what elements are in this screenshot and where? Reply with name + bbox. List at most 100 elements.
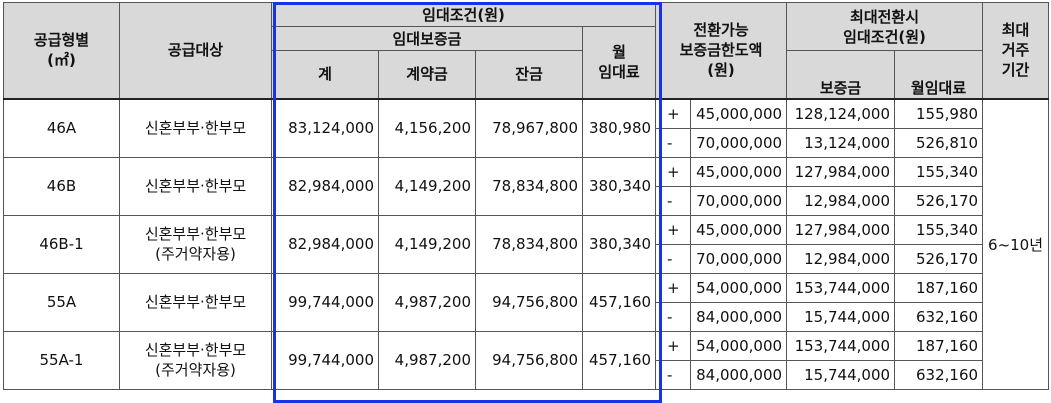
cell-max-monthly: 155,340 [894,214,984,245]
cell-target-main: 신혼부부·한부모 [144,119,247,137]
cell-sign-minus: - [655,185,692,216]
cell-convertible-limit: 70,000,000 [690,127,788,158]
cell-sign-plus: + [655,330,692,361]
header-convertible-line1: 전환가능 [693,21,749,40]
cell-balance: 94,756,800 [475,330,583,390]
cell-convertible-limit: 70,000,000 [690,243,788,274]
header-supply-unit: (㎡) [47,51,76,70]
cell-convertible-limit: 70,000,000 [690,185,788,216]
cell-target-note: (주거약자용) [155,361,236,379]
cell-target-main: 신혼부부·한부모 [144,341,247,359]
cell-max-deposit: 153,744,000 [786,272,896,303]
header-max-monthly: 월임대료 [894,50,984,99]
table-header: 공급형별 (㎡) 공급대상 임대조건(원) 전환가능 보증금한도액 (원) 최대… [3,2,1050,99]
cell-convertible-limit: 45,000,000 [690,156,788,187]
cell-supply-type: 46B [3,156,120,216]
cell-target-main: 신혼부부·한부모 [144,293,247,311]
cell-convertible-limit: 45,000,000 [690,97,788,129]
header-monthly-rent-line1: 월 [612,43,626,62]
header-balance: 잔금 [475,50,583,99]
header-convertible-line3: (원) [707,61,735,80]
table-row: 46B-1 신혼부부·한부모 (주거약자용) 82,984,000 4,149,… [3,214,1049,274]
header-total: 계 [271,50,379,99]
cell-deposit-total: 82,984,000 [271,156,379,216]
cell-balance: 94,756,800 [475,272,583,332]
cell-supply-target: 신혼부부·한부모 (주거약자용) [119,330,272,390]
cell-deposit-total: 99,744,000 [271,330,379,390]
cell-max-deposit: 12,984,000 [786,243,896,274]
header-rent-conditions: 임대조건(원) [270,2,657,27]
cell-convertible-limit: 84,000,000 [690,301,788,332]
header-convertible-line2: 보증금한도액 [679,41,763,60]
table-row: 46B 신혼부부·한부모 82,984,000 4,149,200 78,834… [3,156,1049,216]
cell-max-deposit: 15,744,000 [786,301,896,332]
cell-convertible-limit: 45,000,000 [690,214,788,245]
cell-max-monthly: 632,160 [894,301,984,332]
cell-max-deposit: 128,124,000 [786,97,896,129]
cell-supply-type: 46A [3,97,120,158]
header-supply-type: 공급형별 (㎡) [3,2,120,99]
cell-monthly-rent: 457,160 [581,330,657,390]
header-residence-line1: 최대 [1001,21,1030,40]
cell-target-main: 신혼부부·한부모 [144,225,247,243]
cell-supply-type: 46B-1 [3,214,120,274]
header-residence-period: 최대 거주 기간 [982,2,1050,99]
cell-contract-fee: 4,149,200 [378,156,476,216]
cell-monthly-rent: 380,340 [581,214,657,274]
cell-max-monthly: 155,340 [894,156,984,187]
cell-monthly-rent: 380,340 [581,156,657,216]
cell-max-monthly: 187,160 [894,272,984,303]
cell-deposit-total: 82,984,000 [271,214,379,274]
header-max-conversion-line2: 임대조건(원) [843,27,926,46]
cell-supply-target: 신혼부부·한부모 [119,156,272,216]
cell-sign-minus: - [655,359,692,390]
cell-supply-target: 신혼부부·한부모 [119,272,272,332]
cell-sign-plus: + [655,97,692,129]
cell-max-monthly: 526,810 [894,127,984,158]
cell-sign-plus: + [655,156,692,187]
cell-sign-plus: + [655,272,692,303]
cell-supply-type: 55A [3,272,120,332]
header-contract-fee: 계약금 [378,50,476,99]
cell-max-monthly: 526,170 [894,243,984,274]
cell-contract-fee: 4,149,200 [378,214,476,274]
cell-deposit-total: 83,124,000 [271,97,379,158]
cell-max-deposit: 15,744,000 [786,359,896,390]
cell-monthly-rent: 457,160 [581,272,657,332]
header-residence-line2: 거주 [1001,41,1030,60]
cell-sign-minus: - [655,301,692,332]
cell-max-deposit: 12,984,000 [786,185,896,216]
cell-contract-fee: 4,156,200 [378,97,476,158]
header-max-deposit: 보증금 [786,50,896,99]
header-rent-deposit: 임대보증금 [271,26,583,51]
table-row: 55A-1 신혼부부·한부모 (주거약자용) 99,744,000 4,987,… [3,330,1049,390]
cell-max-monthly: 187,160 [894,330,984,361]
cell-balance: 78,834,800 [475,156,583,216]
cell-deposit-total: 99,744,000 [271,272,379,332]
cell-monthly-rent: 380,980 [581,97,657,158]
cell-max-monthly: 526,170 [894,185,984,216]
cell-max-deposit: 127,984,000 [786,214,896,245]
cell-supply-target: 신혼부부·한부모 [119,97,272,158]
header-residence-line3: 기간 [1001,61,1030,80]
table-body: 46A 신혼부부·한부모 83,124,000 4,156,200 78,967… [3,97,1050,390]
table-row: 55A 신혼부부·한부모 99,744,000 4,987,200 94,756… [3,272,1049,332]
cell-convertible-limit: 54,000,000 [690,330,788,361]
table-row: 46A 신혼부부·한부모 83,124,000 4,156,200 78,967… [3,97,1050,390]
table-row: - 84,000,000 15,744,000 632,160 [4,359,1049,390]
header-convertible-limit: 전환가능 보증금한도액 (원) [655,2,788,99]
rent-table-page: 공급형별 (㎡) 공급대상 임대조건(원) 전환가능 보증금한도액 (원) 최대… [3,2,1050,403]
cell-residence-period: 6~10년 [982,97,1050,390]
header-supply-type-label: 공급형별 [33,31,90,50]
cell-balance: 78,967,800 [475,97,583,158]
header-monthly-rent-line2: 임대료 [598,63,640,82]
cell-sign-minus: - [655,127,692,158]
cell-supply-type: 55A-1 [3,330,120,390]
cell-target-note: (주거약자용) [155,245,236,263]
cell-balance: 78,834,800 [475,214,583,274]
cell-target-main: 신혼부부·한부모 [144,177,247,195]
rent-conditions-table: 공급형별 (㎡) 공급대상 임대조건(원) 전환가능 보증금한도액 (원) 최대… [3,2,1050,390]
header-max-conversion-line1: 최대전환시 [850,7,920,26]
cell-sign-plus: + [655,214,692,245]
cell-convertible-limit: 84,000,000 [690,359,788,390]
